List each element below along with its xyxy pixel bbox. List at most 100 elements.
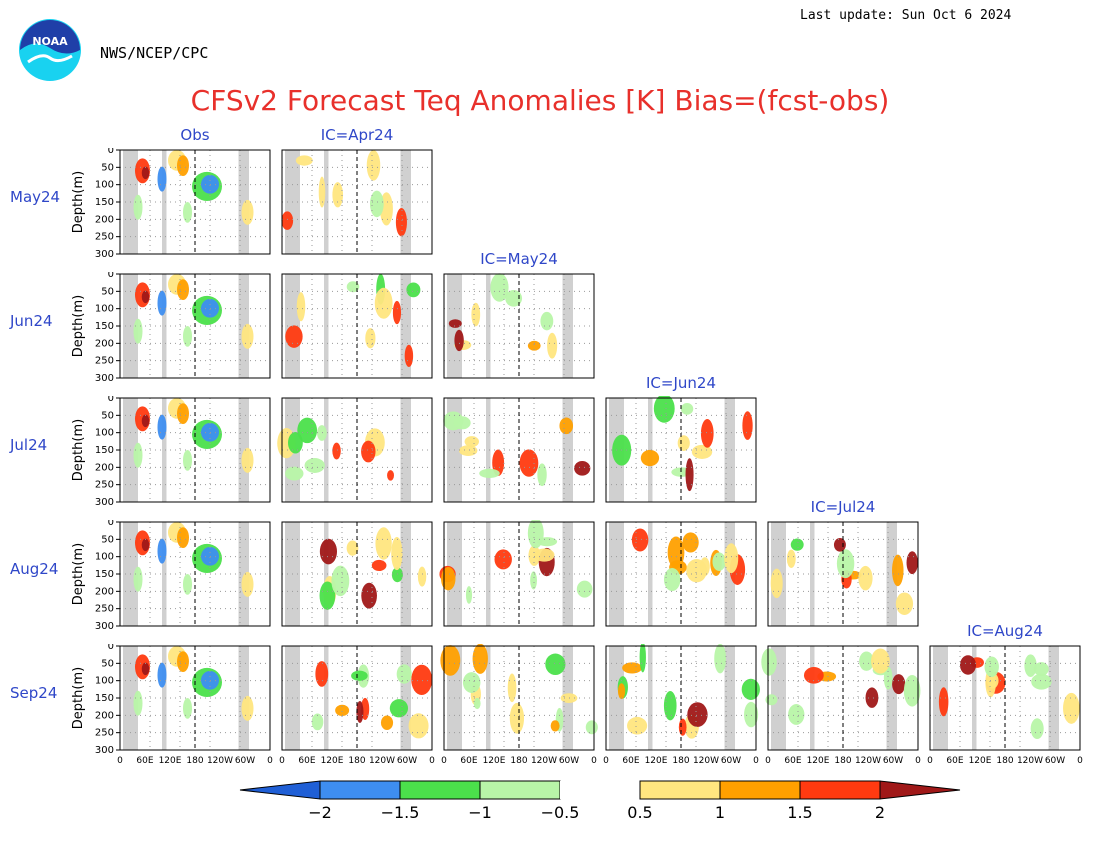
noaa-logo: NOAA xyxy=(19,19,81,81)
y-tick-label: 0 xyxy=(108,644,114,652)
anomaly-contour xyxy=(141,290,150,304)
y-tick-label: 200 xyxy=(95,710,114,721)
anomaly-contour xyxy=(241,447,254,473)
anomaly-contour xyxy=(903,674,921,707)
anomaly-contour xyxy=(559,417,574,435)
anomaly-contour xyxy=(295,155,313,166)
x-tick-label: 180 xyxy=(672,756,689,766)
y-tick-label: 50 xyxy=(101,286,114,297)
land-mask xyxy=(724,522,735,626)
anomaly-contour xyxy=(319,538,338,565)
land-mask xyxy=(162,522,167,626)
x-tick-label: 180 xyxy=(996,756,1013,766)
anomaly-contour xyxy=(685,458,694,492)
row-label-may24: May24 xyxy=(10,188,61,206)
column-header: IC=Jul24 xyxy=(810,498,876,516)
land-mask xyxy=(162,398,167,502)
anomaly-contour xyxy=(895,592,914,615)
land-mask xyxy=(400,274,411,378)
legend-swatch xyxy=(479,780,561,800)
anomaly-contour xyxy=(133,690,143,716)
last-update: Last update: Sun Oct 6 2024 xyxy=(800,8,1012,23)
land-mask xyxy=(238,150,249,254)
x-tick-label: 0 xyxy=(441,756,447,766)
row-label-jun24: Jun24 xyxy=(10,312,53,330)
panel-jul24-col1 xyxy=(277,397,433,503)
anomaly-contour xyxy=(540,311,554,331)
anomaly-contour xyxy=(183,698,192,719)
anomaly-contour xyxy=(859,651,874,671)
anomaly-contour xyxy=(585,720,598,735)
x-tick-label: 120W xyxy=(855,756,881,766)
panel-sep24-col5: 0 60E 120E 180 120W 60W 0 xyxy=(927,645,1083,766)
y-tick-label: 50 xyxy=(101,162,114,173)
legend-tick-label: −2 xyxy=(308,803,332,822)
land-mask xyxy=(324,522,329,626)
column-header: Obs xyxy=(180,126,210,144)
legend-tick-label: −0.5 xyxy=(541,803,580,822)
column-header: IC=Jun24 xyxy=(646,374,716,392)
y-tick-label: 250 xyxy=(95,480,114,491)
anomaly-contour xyxy=(141,166,150,180)
y-tick-label: 150 xyxy=(95,445,114,456)
y-tick-label: 100 xyxy=(95,180,114,191)
anomaly-contour xyxy=(369,190,384,218)
anomaly-contour xyxy=(984,656,999,678)
y-tick-label: 150 xyxy=(95,197,114,208)
anomaly-contour xyxy=(391,536,403,571)
anomaly-contour xyxy=(691,444,713,459)
anomaly-contour xyxy=(361,582,377,609)
land-mask xyxy=(562,274,573,378)
x-tick-label: 60W xyxy=(397,756,417,766)
land-mask xyxy=(648,522,653,626)
x-tick-label: 180 xyxy=(186,756,203,766)
anomaly-contour xyxy=(770,568,783,599)
anomaly-contour xyxy=(332,442,341,460)
land-mask xyxy=(486,522,491,626)
x-tick-label: 60E xyxy=(460,756,477,766)
land-mask xyxy=(238,274,249,378)
legend-swatch xyxy=(799,780,881,800)
y-tick-label: 0 xyxy=(108,148,114,156)
anomaly-contour xyxy=(699,557,710,577)
land-mask xyxy=(400,646,411,750)
anomaly-contour xyxy=(304,458,325,473)
panel-sep24-col2: 0 60E 120E 180 120W 60W 0 xyxy=(440,644,598,766)
panel-jun24-col2 xyxy=(443,273,595,379)
anomaly-contour xyxy=(157,290,167,316)
land-mask xyxy=(238,646,249,750)
anomaly-contour xyxy=(622,662,643,674)
panel-sep24-col4: 0 60E 120E 180 120W 60W 0 xyxy=(761,645,921,766)
x-tick-label: 60E xyxy=(136,756,153,766)
y-tick-label: 50 xyxy=(101,534,114,545)
anomaly-contour xyxy=(938,687,949,717)
x-tick-label: 120E xyxy=(969,756,992,766)
land-mask xyxy=(810,646,815,750)
land-mask xyxy=(648,646,653,750)
panel-sep24-col3: 0 60E 120E 180 120W 60W 0 xyxy=(603,644,760,766)
x-tick-label: 60E xyxy=(946,756,963,766)
anomaly-contour xyxy=(836,549,855,579)
legend-tick-label: 1 xyxy=(715,803,725,822)
x-tick-label: 60W xyxy=(235,756,255,766)
y-tick-label: 150 xyxy=(95,693,114,704)
panel-sep24-col0: 0 50 100 150 200 250 300 Depth(m) 0 60E 120E 180 120… xyxy=(71,644,273,766)
anomaly-contour xyxy=(803,667,824,684)
y-axis-label: Depth(m) xyxy=(71,295,86,357)
anomaly-contour xyxy=(537,463,547,487)
y-tick-label: 300 xyxy=(95,249,114,260)
panel-may24-col0: 0 50 100 150 200 250 300 Depth(m) xyxy=(71,148,271,260)
legend-tick-label: −1.5 xyxy=(381,803,420,822)
anomaly-contour xyxy=(639,644,646,673)
legend-tick-label: −1 xyxy=(468,803,492,822)
anomaly-contour xyxy=(177,527,189,548)
anomaly-contour xyxy=(1030,718,1044,740)
anomaly-contour xyxy=(1063,692,1080,724)
y-tick-label: 100 xyxy=(95,676,114,687)
x-tick-label: 120E xyxy=(645,756,668,766)
anomaly-contour xyxy=(865,687,879,708)
anomaly-contour xyxy=(315,661,329,687)
y-tick-label: 0 xyxy=(108,272,114,280)
anomaly-contour xyxy=(858,565,873,591)
x-tick-label: 0 xyxy=(765,756,771,766)
